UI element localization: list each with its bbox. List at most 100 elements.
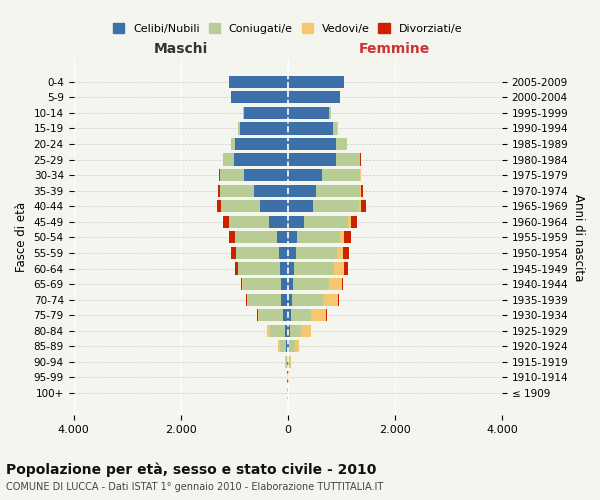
Bar	[287, 324, 290, 337]
Bar	[347, 216, 351, 228]
Bar	[334, 262, 344, 274]
Bar	[301, 324, 311, 337]
Bar	[241, 278, 242, 290]
Bar	[244, 107, 287, 119]
Bar	[329, 107, 331, 119]
Bar	[230, 247, 236, 259]
Legend: Celibi/Nubili, Coniugati/e, Vedovi/e, Divorziati/e: Celibi/Nubili, Coniugati/e, Vedovi/e, Di…	[109, 19, 467, 38]
Bar	[223, 216, 229, 228]
Bar	[281, 294, 287, 306]
Bar	[268, 324, 270, 337]
Bar	[287, 262, 294, 274]
Bar	[292, 294, 323, 306]
Bar	[287, 76, 344, 88]
Bar	[217, 200, 221, 212]
Bar	[279, 247, 287, 259]
Bar	[231, 138, 235, 150]
Bar	[234, 154, 287, 166]
Bar	[359, 200, 361, 212]
Bar	[220, 184, 254, 197]
Bar	[280, 262, 287, 274]
Y-axis label: Anni di nascita: Anni di nascita	[572, 194, 585, 281]
Bar	[286, 340, 287, 352]
Bar	[340, 232, 344, 243]
Bar	[287, 91, 340, 104]
Bar	[283, 309, 287, 322]
Bar	[229, 216, 269, 228]
Bar	[288, 356, 290, 368]
Bar	[287, 154, 336, 166]
Bar	[337, 247, 343, 259]
Bar	[351, 216, 357, 228]
Bar	[235, 232, 277, 243]
Bar	[246, 294, 247, 306]
Bar	[281, 278, 287, 290]
Bar	[287, 232, 298, 243]
Bar	[287, 138, 336, 150]
Bar	[290, 324, 301, 337]
Bar	[293, 278, 329, 290]
Bar	[291, 309, 311, 322]
Text: COMUNE DI LUCCA - Dati ISTAT 1° gennaio 2010 - Elaborazione TUTTITALIA.IT: COMUNE DI LUCCA - Dati ISTAT 1° gennaio …	[6, 482, 383, 492]
Bar	[238, 262, 280, 274]
Bar	[296, 247, 337, 259]
Bar	[278, 340, 280, 352]
Bar	[287, 278, 293, 290]
Bar	[344, 232, 352, 243]
Bar	[270, 324, 285, 337]
Bar	[361, 184, 363, 197]
Bar	[287, 309, 291, 322]
Text: Maschi: Maschi	[154, 42, 208, 56]
Bar	[311, 309, 326, 322]
Bar	[287, 184, 316, 197]
Bar	[316, 184, 360, 197]
Bar	[238, 122, 239, 134]
Bar	[218, 184, 220, 197]
Bar	[287, 107, 329, 119]
Bar	[221, 200, 260, 212]
Bar	[229, 232, 235, 243]
Bar	[295, 340, 299, 352]
Bar	[287, 169, 322, 181]
Bar	[229, 76, 287, 88]
Text: Femmine: Femmine	[359, 42, 430, 56]
Bar	[235, 138, 287, 150]
Bar	[287, 340, 289, 352]
Bar	[286, 356, 287, 368]
Bar	[289, 340, 295, 352]
Bar	[244, 169, 287, 181]
Bar	[235, 262, 238, 274]
Bar	[344, 262, 348, 274]
Bar	[342, 278, 343, 290]
Bar	[220, 169, 244, 181]
Bar	[248, 294, 281, 306]
Bar	[269, 216, 287, 228]
Bar	[259, 309, 283, 322]
Bar	[290, 356, 291, 368]
Bar	[287, 216, 304, 228]
Bar	[243, 278, 281, 290]
Bar	[333, 122, 337, 134]
Bar	[294, 262, 334, 274]
Y-axis label: Fasce di età: Fasce di età	[15, 202, 28, 272]
Bar	[280, 340, 286, 352]
Bar	[242, 278, 243, 290]
Bar	[258, 309, 259, 322]
Bar	[236, 247, 279, 259]
Bar	[329, 278, 342, 290]
Bar	[298, 232, 340, 243]
Bar	[287, 247, 296, 259]
Bar	[260, 200, 287, 212]
Bar	[287, 200, 313, 212]
Bar	[285, 324, 287, 337]
Bar	[304, 216, 347, 228]
Bar	[254, 184, 287, 197]
Bar	[247, 294, 248, 306]
Bar	[336, 154, 360, 166]
Bar	[277, 232, 287, 243]
Bar	[313, 200, 359, 212]
Bar	[360, 184, 361, 197]
Bar	[322, 169, 360, 181]
Text: Popolazione per età, sesso e stato civile - 2010: Popolazione per età, sesso e stato civil…	[6, 462, 376, 477]
Bar	[239, 122, 287, 134]
